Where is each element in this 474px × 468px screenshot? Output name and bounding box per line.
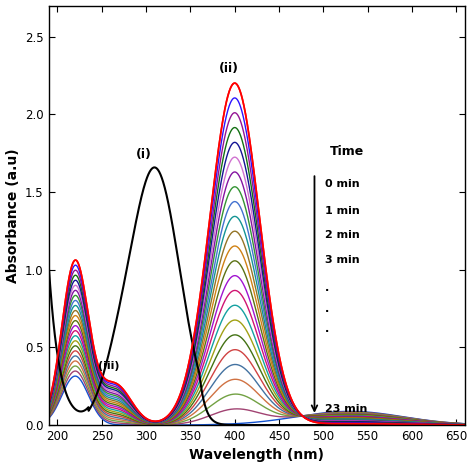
Text: .: . bbox=[325, 304, 329, 314]
Text: 2 min: 2 min bbox=[325, 230, 360, 241]
Text: (ii): (ii) bbox=[219, 62, 238, 75]
Text: Time: Time bbox=[329, 145, 364, 158]
Y-axis label: Absorbance (a.u): Absorbance (a.u) bbox=[6, 148, 19, 283]
Text: .: . bbox=[325, 283, 329, 293]
Text: 0 min: 0 min bbox=[325, 179, 360, 189]
Text: 23 min: 23 min bbox=[325, 404, 367, 415]
Text: 3 min: 3 min bbox=[325, 256, 360, 265]
Text: 1 min: 1 min bbox=[325, 205, 360, 216]
Text: (iii): (iii) bbox=[98, 361, 119, 371]
Text: (i): (i) bbox=[137, 148, 152, 161]
Text: .: . bbox=[325, 324, 329, 334]
X-axis label: Wavelength (nm): Wavelength (nm) bbox=[190, 448, 324, 462]
